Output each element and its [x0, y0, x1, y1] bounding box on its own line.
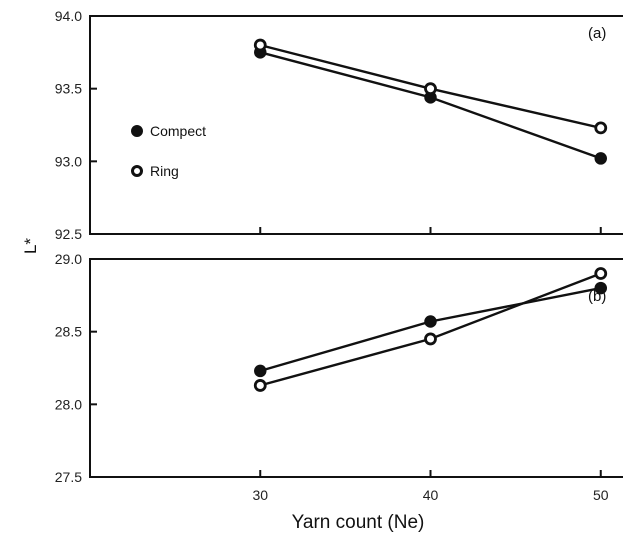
panel-a-ring-point — [594, 121, 608, 135]
panel-a-ytick-label: 92.5 — [55, 226, 82, 242]
panel-a-ring-point — [253, 38, 267, 52]
legend: Compect Ring — [131, 123, 206, 179]
panel-b-ring-point — [424, 332, 437, 346]
y-axis-label: L* — [21, 238, 40, 254]
panel-b-ytick-label: 28.0 — [55, 396, 82, 412]
panel-b-ring-point — [594, 267, 608, 280]
panel-b-ring-point — [253, 379, 267, 392]
panel-a-frame — [89, 15, 623, 235]
legend-compect-label: Compect — [150, 123, 206, 139]
legend-compect-marker — [131, 125, 143, 137]
panel-b-compect-line — [259, 286, 602, 373]
panel-a-ytick-label: 93.0 — [55, 153, 82, 169]
panel-b-compect-point — [254, 364, 267, 378]
panel-a-compect-point — [594, 152, 607, 165]
panel-b-ytick-label: 29.0 — [55, 251, 82, 267]
panel-a-ring-point — [424, 82, 437, 96]
panel-b-ytick-label: 28.5 — [55, 324, 82, 340]
panel-a-ytick-label: 94.0 — [55, 8, 82, 24]
legend-ring-marker — [131, 165, 143, 177]
x-axis-label: Yarn count (Ne) — [292, 512, 425, 533]
xtick-label: 50 — [593, 487, 609, 503]
panel-b: 29.0 28.5 28.0 27.5 (b) — [55, 251, 623, 485]
legend-ring-label: Ring — [150, 163, 179, 179]
panel-b-compect-point — [424, 315, 437, 328]
xtick-label: 30 — [252, 487, 268, 503]
panel-a-label: (a) — [588, 25, 606, 42]
panel-b-frame — [89, 258, 623, 478]
panel-a-compect-line — [259, 51, 602, 160]
panel-b-compect-point — [594, 281, 607, 295]
panel-a-ytick-label: 93.5 — [55, 81, 82, 97]
panel-b-label: (b) — [588, 288, 606, 305]
panel-b-ring-line — [259, 272, 602, 387]
xtick-label: 40 — [423, 487, 439, 503]
panel-a: 94.0 93.5 93.0 92.5 (a) Compect Ring — [55, 8, 623, 242]
panel-b-ytick-label: 27.5 — [55, 469, 82, 485]
